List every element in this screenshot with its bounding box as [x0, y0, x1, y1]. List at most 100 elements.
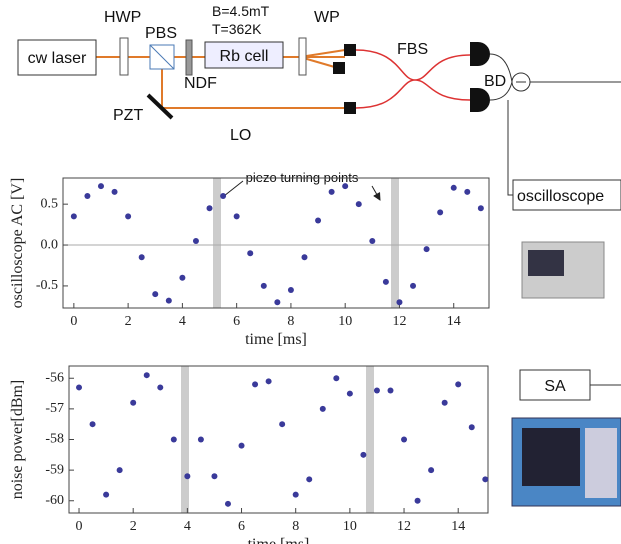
data-point — [116, 467, 123, 474]
y-tick-label: -60 — [45, 493, 64, 508]
data-point — [125, 213, 132, 220]
data-point — [414, 497, 421, 504]
data-point — [152, 291, 159, 298]
data-point — [306, 476, 313, 483]
data-point — [179, 274, 186, 281]
x-tick-label: 4 — [179, 314, 186, 329]
data-point — [301, 254, 308, 261]
data-point — [482, 476, 489, 483]
data-point — [238, 442, 245, 449]
data-point — [211, 473, 218, 480]
data-point — [143, 372, 150, 379]
data-point — [333, 375, 340, 382]
x-tick-label: 2 — [130, 519, 137, 534]
label: PBS — [145, 25, 177, 42]
data-point — [97, 183, 104, 190]
data-point — [387, 387, 394, 394]
data-point — [346, 390, 353, 397]
x-tick-label: 12 — [397, 519, 411, 534]
data-point — [355, 201, 362, 208]
label: Rb cell — [220, 48, 269, 65]
laser-box — [17, 39, 97, 76]
data-point — [224, 500, 231, 507]
data-point — [455, 381, 462, 388]
y-tick-label: -56 — [45, 370, 64, 385]
y-tick-label: -58 — [45, 432, 64, 447]
turning-bands — [181, 178, 399, 513]
setup-diagram: cw laser Rb cell oscilloscope SA HWP PBS… — [17, 3, 621, 507]
data-point — [138, 254, 145, 261]
label: BD — [484, 73, 506, 90]
data-point — [89, 421, 96, 428]
x-tick-label: 12 — [392, 314, 406, 329]
data-point — [441, 399, 448, 406]
label: FBS — [397, 41, 428, 58]
data-point — [265, 378, 272, 385]
y-axis-label: oscilloscope AC [V] — [9, 178, 26, 309]
data-point — [369, 237, 376, 244]
x-tick-label: 4 — [184, 519, 191, 534]
label: LO — [230, 127, 251, 144]
data-point — [260, 282, 267, 289]
label: SA — [544, 378, 566, 395]
x-tick-label: 8 — [292, 519, 299, 534]
data-point — [103, 491, 110, 498]
data-point — [220, 192, 227, 199]
y-tick-label: 0.5 — [41, 196, 59, 211]
data-point — [111, 188, 118, 195]
x-tick-label: 14 — [447, 314, 461, 329]
label: cw laser — [28, 50, 87, 67]
data-point — [410, 282, 417, 289]
y-tick-label: -0.5 — [36, 278, 58, 293]
annotation-arrows — [223, 180, 380, 200]
data-point — [342, 183, 349, 190]
data-point — [279, 421, 286, 428]
data-point — [165, 297, 172, 304]
x-tick-label: 6 — [233, 314, 240, 329]
data-point — [423, 246, 430, 253]
x-axis-label: time [ms] — [245, 331, 307, 348]
x-axis-label: time [ms] — [248, 536, 310, 544]
x-tick-label: 14 — [451, 519, 465, 534]
data-point — [450, 184, 457, 191]
x-tick-label: 8 — [287, 314, 294, 329]
x-tick-label: 0 — [70, 314, 77, 329]
data-point — [130, 399, 137, 406]
data-point — [373, 387, 380, 394]
x-tick-label: 6 — [238, 519, 245, 534]
data-point — [319, 405, 326, 412]
data-point — [192, 237, 199, 244]
data-point — [328, 188, 335, 195]
x-tick-label: 0 — [76, 519, 83, 534]
plot-frame — [68, 365, 489, 514]
x-tick-label: 10 — [343, 519, 357, 534]
data-point — [360, 451, 367, 458]
label: PZT — [113, 107, 143, 124]
y-axis-label: noise power[dBm] — [9, 380, 26, 500]
x-tick-label: 2 — [125, 314, 132, 329]
y-tick-label: 0.0 — [41, 237, 59, 252]
plot-frame — [62, 177, 490, 309]
data-point — [401, 436, 408, 443]
data-point — [76, 384, 83, 391]
data-point — [247, 250, 254, 257]
y-tick-label: -59 — [45, 462, 64, 477]
label: HWP — [104, 9, 141, 26]
data-point — [157, 384, 164, 391]
data-point — [382, 278, 389, 285]
label: oscilloscope — [517, 188, 604, 205]
data-point — [292, 491, 299, 498]
data-point — [84, 192, 91, 199]
data-point — [315, 217, 322, 224]
data-point — [437, 209, 444, 216]
data-point — [206, 205, 213, 212]
data-point — [70, 213, 77, 220]
data-point — [468, 424, 475, 431]
data-point — [396, 299, 403, 306]
data-point — [477, 205, 484, 212]
label: B=4.5mT — [212, 3, 270, 19]
label: NDF — [184, 75, 217, 92]
label: T=362K — [212, 21, 262, 37]
y-tick-label: -57 — [45, 401, 64, 416]
